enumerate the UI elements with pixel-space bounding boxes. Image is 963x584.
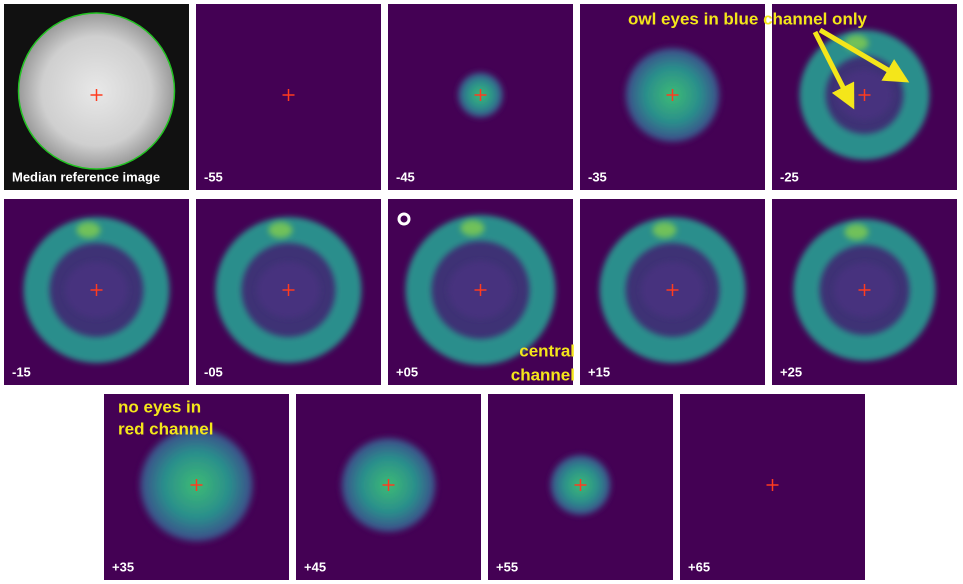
panel-label: -35 — [588, 169, 607, 184]
panel-label: Median reference image — [12, 169, 160, 184]
panel-label: +15 — [588, 364, 610, 379]
panel: Median reference image — [4, 4, 189, 190]
bright-knot — [461, 220, 485, 236]
panel-label: +45 — [304, 559, 326, 574]
figure: Median reference image -55 -45 -35 -25 -15 -05… — [0, 0, 963, 584]
panel-label: -55 — [204, 169, 223, 184]
panel: -45 — [388, 4, 573, 190]
panel: -35 — [580, 4, 765, 190]
annotation: channel — [511, 365, 575, 384]
panel-label: +35 — [112, 559, 134, 574]
panel: -25 — [772, 4, 957, 190]
annotation: red channel — [118, 419, 213, 438]
panel: -15 — [4, 199, 189, 385]
panel: -05 — [196, 199, 381, 385]
page: {"panels": [ {"label": "Median reference… — [0, 0, 963, 584]
bright-knot — [845, 224, 869, 240]
bright-knot — [653, 222, 677, 238]
panel-label: +55 — [496, 559, 518, 574]
panel: -55 — [196, 4, 381, 190]
panel: +65 — [680, 394, 865, 580]
panel-label: +65 — [688, 559, 710, 574]
annotation: no eyes in — [118, 397, 201, 416]
panel-label: +05 — [396, 364, 418, 379]
panel-label: -05 — [204, 364, 223, 379]
panel: +55 — [488, 394, 673, 580]
panel-label: -25 — [780, 169, 799, 184]
bright-knot — [77, 222, 101, 238]
panel-label: -45 — [396, 169, 415, 184]
panel: +15 — [580, 199, 765, 385]
panel-label: +25 — [780, 364, 802, 379]
panel: +45 — [296, 394, 481, 580]
bright-knot — [269, 222, 293, 238]
panel-label: -15 — [12, 364, 31, 379]
panel: +25 — [772, 199, 957, 385]
annotation: owl eyes in blue channel only — [628, 9, 868, 28]
annotation: central — [519, 341, 575, 360]
